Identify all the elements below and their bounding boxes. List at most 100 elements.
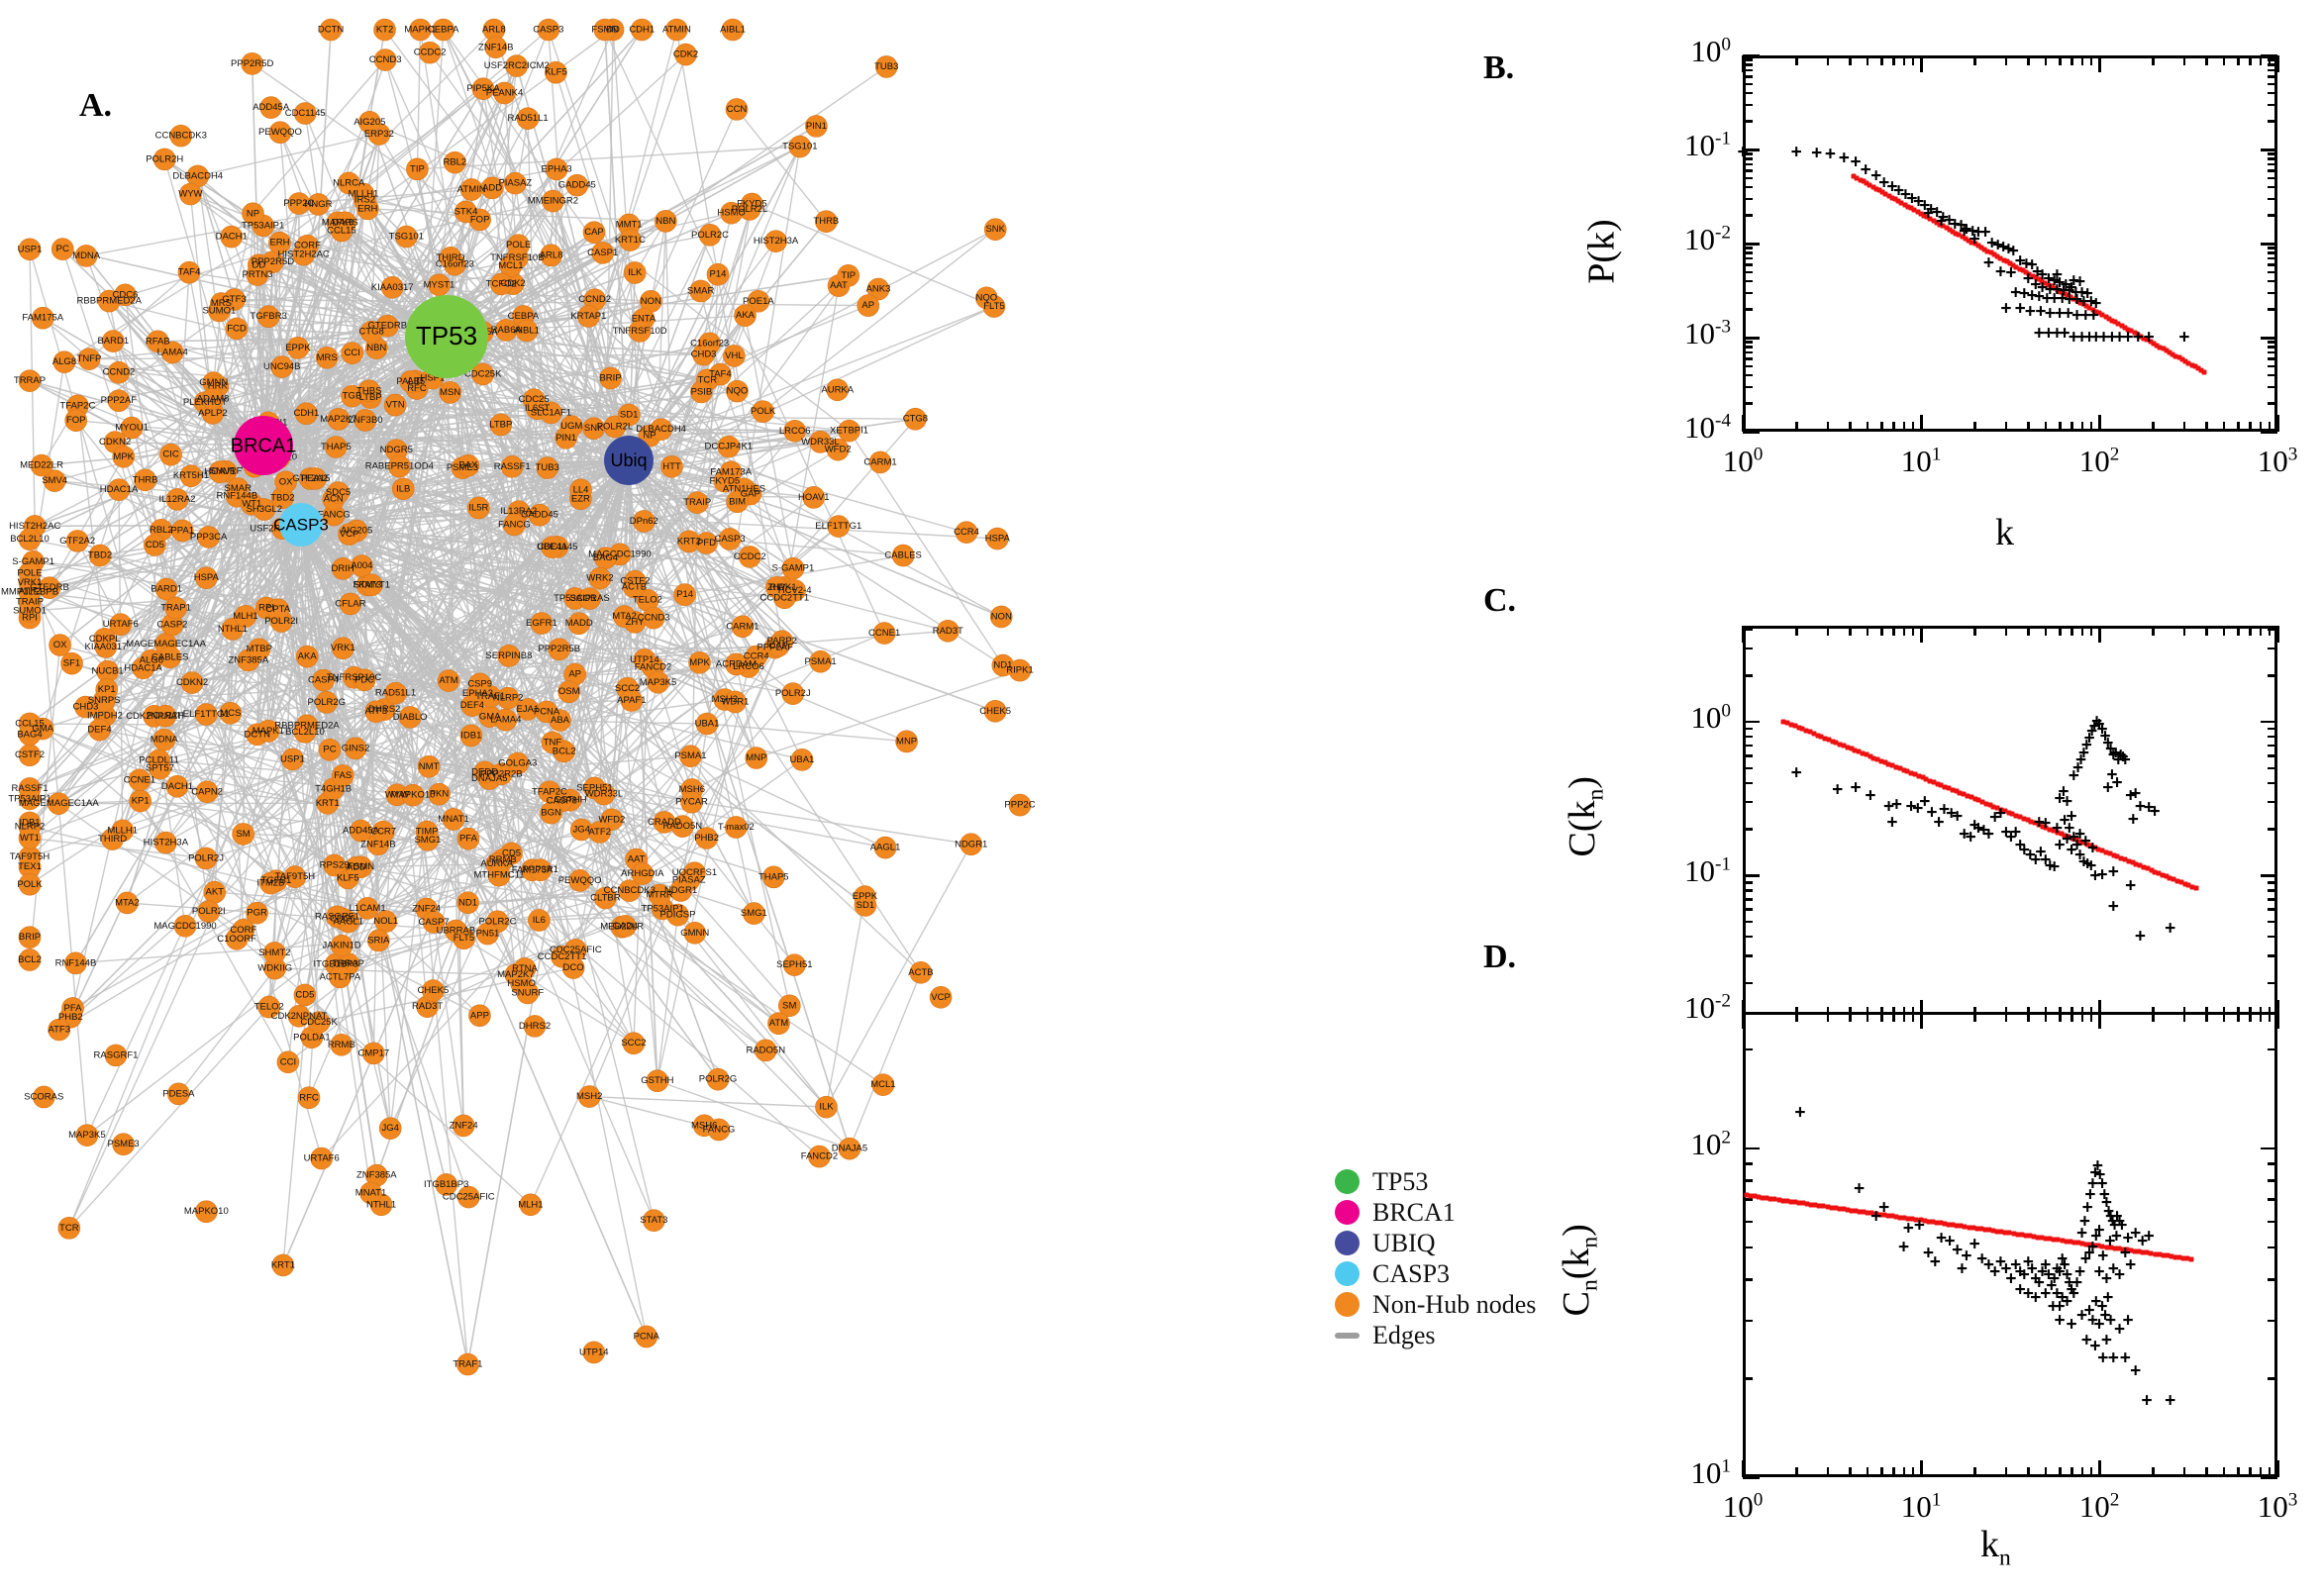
network-node[interactable] bbox=[50, 238, 74, 260]
network-node[interactable] bbox=[588, 821, 611, 844]
network-node[interactable] bbox=[594, 547, 617, 569]
network-node[interactable] bbox=[378, 1117, 402, 1140]
network-node[interactable] bbox=[287, 192, 311, 215]
network-node[interactable] bbox=[31, 306, 54, 330]
network-node[interactable] bbox=[777, 994, 801, 1018]
network-node[interactable] bbox=[312, 668, 335, 692]
network-node[interactable] bbox=[295, 402, 318, 426]
network-node[interactable] bbox=[401, 783, 425, 807]
network-node[interactable] bbox=[599, 366, 622, 390]
network-node[interactable] bbox=[706, 1067, 730, 1091]
network-node[interactable] bbox=[904, 407, 927, 431]
network-node[interactable] bbox=[18, 599, 42, 623]
network-node[interactable] bbox=[559, 415, 583, 438]
network-node[interactable] bbox=[395, 225, 418, 249]
network-node[interactable] bbox=[61, 997, 84, 1020]
network-node[interactable] bbox=[399, 370, 423, 393]
network-node[interactable] bbox=[614, 915, 637, 938]
network-node[interactable] bbox=[540, 401, 562, 425]
network-node[interactable] bbox=[623, 575, 646, 599]
network-node[interactable] bbox=[646, 1069, 669, 1093]
network-node[interactable] bbox=[64, 951, 87, 975]
network-node[interactable] bbox=[387, 454, 411, 478]
network-node[interactable] bbox=[327, 481, 350, 504]
network-node[interactable] bbox=[406, 157, 429, 181]
network-node[interactable] bbox=[160, 341, 184, 364]
network-node[interactable] bbox=[428, 782, 451, 806]
network-node[interactable] bbox=[909, 961, 933, 984]
network-node[interactable] bbox=[281, 748, 304, 771]
network-node[interactable] bbox=[955, 521, 978, 544]
network-node[interactable] bbox=[332, 637, 354, 660]
network-node[interactable] bbox=[577, 1085, 601, 1108]
network-node[interactable] bbox=[1008, 793, 1032, 817]
network-node[interactable] bbox=[18, 723, 42, 747]
network-node[interactable] bbox=[650, 418, 672, 441]
network-node[interactable] bbox=[364, 700, 388, 723]
network-node[interactable] bbox=[582, 1341, 606, 1364]
network-node[interactable] bbox=[384, 681, 407, 705]
network-node[interactable] bbox=[371, 820, 395, 844]
network-node[interactable] bbox=[97, 289, 121, 313]
network-node[interactable] bbox=[635, 1325, 658, 1348]
network-node[interactable] bbox=[276, 1050, 300, 1074]
network-node[interactable] bbox=[783, 953, 806, 976]
network-node[interactable] bbox=[177, 260, 201, 284]
network-node[interactable] bbox=[826, 378, 850, 402]
network-node[interactable] bbox=[685, 491, 709, 514]
network-node[interactable] bbox=[975, 286, 998, 310]
network-node[interactable] bbox=[726, 379, 749, 403]
network-node[interactable] bbox=[169, 124, 193, 148]
network-node[interactable] bbox=[315, 346, 339, 369]
network-node[interactable] bbox=[203, 880, 227, 904]
network-node[interactable] bbox=[179, 464, 203, 488]
network-node[interactable] bbox=[494, 319, 518, 342]
network-node[interactable] bbox=[500, 455, 524, 478]
network-node[interactable] bbox=[456, 453, 480, 477]
network-node[interactable] bbox=[745, 747, 768, 769]
network-node[interactable] bbox=[165, 775, 189, 798]
network-node[interactable] bbox=[132, 656, 154, 680]
network-node[interactable] bbox=[18, 777, 42, 800]
network-node[interactable] bbox=[30, 453, 53, 477]
network-node[interactable] bbox=[540, 801, 562, 825]
network-node[interactable] bbox=[456, 827, 480, 850]
network-node[interactable] bbox=[323, 853, 346, 877]
network-node[interactable] bbox=[329, 965, 352, 989]
network-node[interactable] bbox=[107, 360, 131, 384]
network-node[interactable] bbox=[666, 903, 689, 927]
network-node[interactable] bbox=[179, 182, 202, 206]
network-node[interactable] bbox=[383, 393, 407, 417]
network-node[interactable] bbox=[158, 646, 182, 669]
network-node[interactable] bbox=[766, 634, 790, 657]
network-node[interactable] bbox=[549, 709, 571, 732]
network-node[interactable] bbox=[725, 652, 748, 676]
network-node[interactable] bbox=[164, 596, 187, 620]
hub-node-ubiq[interactable] bbox=[604, 436, 654, 485]
network-node[interactable] bbox=[94, 636, 118, 658]
network-node[interactable] bbox=[154, 831, 177, 854]
network-node[interactable] bbox=[565, 173, 589, 197]
network-node[interactable] bbox=[380, 275, 404, 299]
network-node[interactable] bbox=[872, 622, 896, 645]
network-node[interactable] bbox=[292, 243, 315, 266]
network-node[interactable] bbox=[307, 193, 330, 216]
network-node[interactable] bbox=[418, 41, 442, 64]
network-node[interactable] bbox=[315, 691, 339, 714]
network-node[interactable] bbox=[561, 956, 585, 979]
network-node[interactable] bbox=[226, 477, 250, 500]
network-node[interactable] bbox=[631, 862, 655, 885]
network-node[interactable] bbox=[274, 470, 297, 494]
network-node[interactable] bbox=[18, 238, 42, 261]
network-node[interactable] bbox=[504, 171, 527, 195]
network-node[interactable] bbox=[359, 1181, 382, 1205]
network-node[interactable] bbox=[197, 526, 220, 549]
network-node[interactable] bbox=[454, 200, 477, 224]
network-node[interactable] bbox=[259, 96, 282, 119]
network-node[interactable] bbox=[65, 530, 89, 552]
network-node[interactable] bbox=[871, 1073, 895, 1096]
network-node[interactable] bbox=[513, 957, 537, 980]
hub-node-brca1[interactable] bbox=[234, 416, 293, 475]
network-node[interactable] bbox=[690, 380, 713, 404]
network-node[interactable] bbox=[719, 460, 743, 484]
